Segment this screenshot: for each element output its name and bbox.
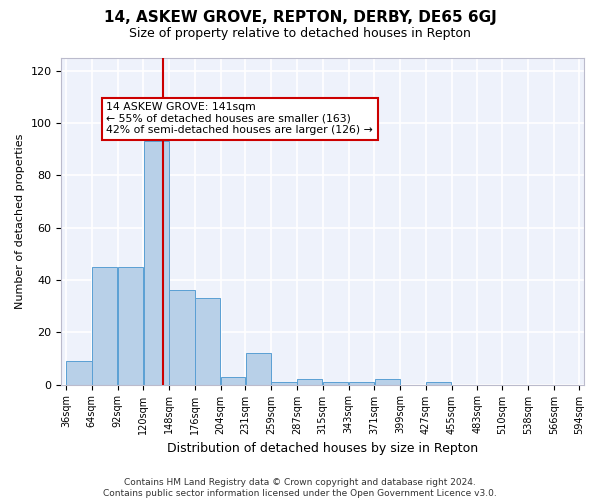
Bar: [426, 382, 451, 384]
Bar: [323, 382, 348, 384]
Y-axis label: Number of detached properties: Number of detached properties: [15, 134, 25, 308]
Bar: [143, 141, 169, 384]
Bar: [221, 376, 245, 384]
Bar: [66, 361, 92, 384]
Bar: [271, 382, 297, 384]
Bar: [195, 298, 220, 384]
Bar: [297, 380, 322, 384]
Text: Size of property relative to detached houses in Repton: Size of property relative to detached ho…: [129, 28, 471, 40]
Bar: [169, 290, 194, 384]
Text: 14, ASKEW GROVE, REPTON, DERBY, DE65 6GJ: 14, ASKEW GROVE, REPTON, DERBY, DE65 6GJ: [104, 10, 496, 25]
Text: 14 ASKEW GROVE: 141sqm
← 55% of detached houses are smaller (163)
42% of semi-de: 14 ASKEW GROVE: 141sqm ← 55% of detached…: [106, 102, 373, 135]
Bar: [92, 267, 117, 384]
X-axis label: Distribution of detached houses by size in Repton: Distribution of detached houses by size …: [167, 442, 478, 455]
Bar: [246, 353, 271, 384]
Bar: [349, 382, 374, 384]
Bar: [374, 380, 400, 384]
Bar: [118, 267, 143, 384]
Text: Contains HM Land Registry data © Crown copyright and database right 2024.
Contai: Contains HM Land Registry data © Crown c…: [103, 478, 497, 498]
